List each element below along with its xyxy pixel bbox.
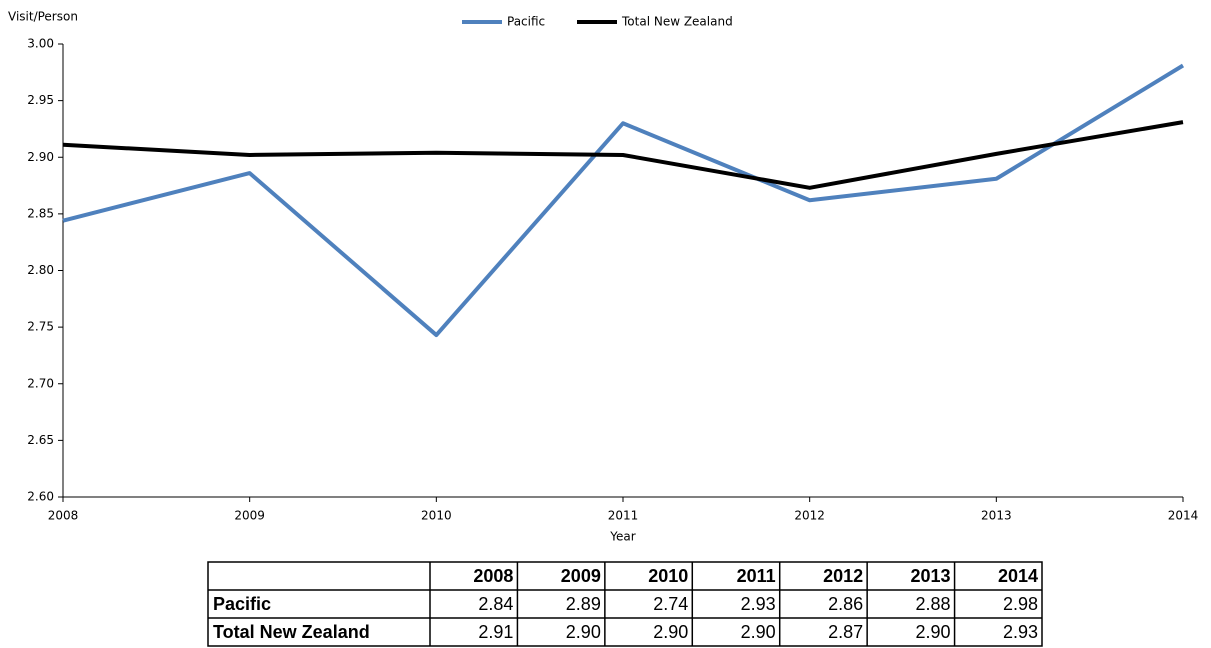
legend-label: Total New Zealand bbox=[621, 15, 733, 29]
y-tick-label: 2.85 bbox=[27, 206, 54, 220]
series-line bbox=[62, 120, 1184, 190]
x-tick-label: 2014 bbox=[1168, 509, 1199, 523]
x-tick-label: 2011 bbox=[608, 509, 639, 523]
table-header: 2013 bbox=[911, 566, 951, 586]
table-cell: 2.91 bbox=[478, 622, 513, 642]
table-header: 2009 bbox=[561, 566, 601, 586]
y-tick-label: 3.00 bbox=[27, 37, 54, 51]
x-tick-label: 2010 bbox=[421, 509, 452, 523]
table-cell: 2.87 bbox=[828, 622, 863, 642]
x-tick-label: 2008 bbox=[48, 509, 79, 523]
y-tick-label: 2.65 bbox=[27, 433, 54, 447]
y-tick-label: 2.95 bbox=[27, 93, 54, 107]
x-tick-label: 2013 bbox=[981, 509, 1012, 523]
table-border bbox=[207, 561, 1043, 647]
table-header: 2014 bbox=[998, 566, 1038, 586]
y-axis-title: Visit/Person bbox=[8, 10, 78, 24]
x-axis-title: Year bbox=[609, 530, 635, 544]
series-line bbox=[62, 63, 1185, 338]
table-cell: 2.88 bbox=[916, 594, 951, 614]
legend-label: Pacific bbox=[507, 15, 545, 29]
table-cell: 2.86 bbox=[828, 594, 863, 614]
table-cell: 2.90 bbox=[916, 622, 951, 642]
table-header: 2008 bbox=[473, 566, 513, 586]
table-cell: 2.89 bbox=[566, 594, 601, 614]
table-row-label: Total New Zealand bbox=[213, 622, 370, 642]
y-tick-label: 2.60 bbox=[27, 490, 54, 504]
table-cell: 2.84 bbox=[478, 594, 513, 614]
table-header: 2011 bbox=[737, 566, 776, 586]
table-cell: 2.93 bbox=[1003, 622, 1038, 642]
x-tick-label: 2009 bbox=[234, 509, 265, 523]
table-cell: 2.90 bbox=[741, 622, 776, 642]
table-cell: 2.90 bbox=[653, 622, 688, 642]
y-tick-label: 2.70 bbox=[27, 376, 54, 390]
y-tick-label: 2.80 bbox=[27, 263, 54, 277]
table-cell: 2.93 bbox=[741, 594, 776, 614]
table-cell: 2.98 bbox=[1003, 594, 1038, 614]
y-tick-label: 2.75 bbox=[27, 320, 54, 334]
table-header: 2012 bbox=[823, 566, 863, 586]
table-cell: 2.74 bbox=[653, 594, 688, 614]
x-tick-label: 2012 bbox=[794, 509, 825, 523]
table-row-label: Pacific bbox=[213, 594, 271, 614]
table-header: 2010 bbox=[648, 566, 688, 586]
table-cell: 2.90 bbox=[566, 622, 601, 642]
y-tick-label: 2.90 bbox=[27, 150, 54, 164]
